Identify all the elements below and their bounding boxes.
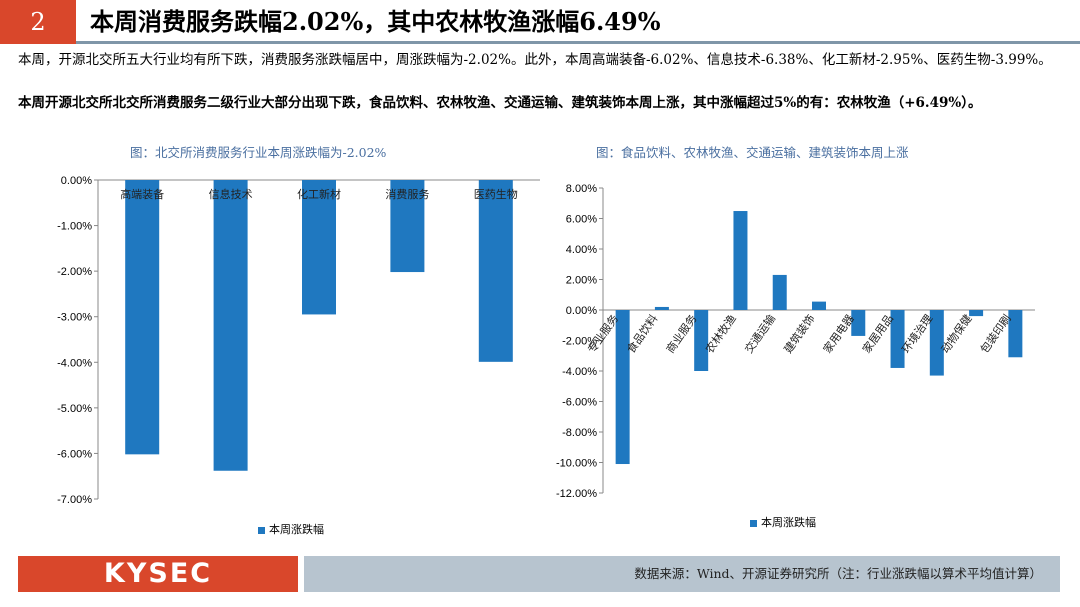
- data-source-note: 数据来源：Wind、开源证券研究所（注：行业涨跌幅以算术平均值计算）: [634, 566, 1042, 581]
- chart1-y-tick-label: -4.00%: [57, 357, 92, 369]
- chart1-legend: 本周涨跌幅: [258, 521, 324, 537]
- chart2-title: 图：食品饮料、农林牧渔、交通运输、建筑装饰本周上涨: [596, 145, 909, 160]
- chart2-y-tick-label: 4.00%: [566, 244, 597, 256]
- chart2-legend-label: 本周涨跌幅: [761, 516, 816, 529]
- summary-paragraph: 本周，开源北交所五大行业均有所下跌，消费服务涨跌幅居中，周涨跌幅为-2.02%。…: [18, 52, 1052, 68]
- chart2-bar: [772, 274, 787, 310]
- chart2-bar: [969, 310, 984, 317]
- chart1-category-label: 消费服务: [385, 187, 429, 201]
- chart2-legend: 本周涨跌幅: [750, 514, 816, 530]
- chart1-y-tick-label: -5.00%: [57, 403, 92, 415]
- chart2-category-label: 建筑装饰: [781, 312, 818, 356]
- detail-paragraph: 本周开源北交所北交所消费服务二级行业大部分出现下跌，食品饮料、农林牧渔、交通运输…: [18, 95, 982, 111]
- chart2-y-tick-label: -6.00%: [562, 397, 597, 409]
- chart2-bar: [1008, 310, 1023, 358]
- chart2-bar: [615, 310, 630, 465]
- chart2-bar: [694, 310, 709, 371]
- chart2-y-tick-label: -8.00%: [562, 427, 597, 439]
- slide-title: 本周消费服务跌幅2.02%，其中农林牧渔涨幅6.49%: [90, 7, 661, 36]
- chart2-y-tick-label: -12.00%: [556, 488, 597, 500]
- chart2-bar: [654, 306, 669, 310]
- chart2-bar: [733, 211, 748, 310]
- section-number: 2: [0, 0, 76, 44]
- chart1-y-tick-label: 0.00%: [61, 175, 92, 187]
- chart2-y-tick-label: 6.00%: [566, 214, 597, 226]
- chart2-y-tick-label: -4.00%: [562, 366, 597, 378]
- chart1-bar: [213, 180, 248, 471]
- chart1-bar: [125, 180, 160, 455]
- legend-swatch: [258, 526, 265, 534]
- chart2-category-label: 商业服务: [663, 312, 700, 356]
- chart2-bar: [812, 301, 826, 310]
- chart1-category-label: 高端装备: [120, 187, 164, 201]
- legend-swatch: [750, 519, 757, 527]
- chart2-y-tick-label: 2.00%: [566, 275, 597, 287]
- chart1-category-label: 医药生物: [474, 187, 518, 201]
- chart1-y-tick-label: -7.00%: [57, 494, 92, 506]
- chart2-category-label: 交通运输: [741, 312, 778, 356]
- chart1-bar: [390, 180, 425, 273]
- chart2-y-tick-label: 8.00%: [566, 183, 597, 195]
- chart1-title: 图：北交所消费服务行业本周涨跌幅为-2.02%: [130, 145, 387, 160]
- chart1-y-tick-label: -6.00%: [57, 448, 92, 460]
- chart1-bar: [302, 180, 336, 315]
- chart2-y-tick-label: -10.00%: [556, 458, 597, 470]
- slide-header: 2 本周消费服务跌幅2.02%，其中农林牧渔涨幅6.49%: [0, 0, 1080, 44]
- kysec-logo: KYSEC: [18, 556, 298, 592]
- header-divider: [76, 41, 1080, 44]
- chart2-bar: [929, 310, 944, 376]
- chart1-category-label: 化工新材: [297, 187, 341, 201]
- chart1-bar: [478, 180, 513, 362]
- chart2-y-tick-label: 0.00%: [566, 305, 597, 317]
- chart2-y-tick-label: -2.00%: [562, 336, 597, 348]
- chart2-bar: [851, 310, 866, 336]
- chart1-y-tick-label: -1.00%: [57, 221, 92, 233]
- chart1-y-tick-label: -2.00%: [57, 266, 92, 278]
- chart2-category-label: 家用电器: [820, 312, 857, 356]
- chart2-bar: [890, 310, 905, 368]
- chart1-legend-label: 本周涨跌幅: [269, 523, 324, 536]
- chart1-category-label: 信息技术: [209, 187, 253, 201]
- chart1-y-tick-label: -3.00%: [57, 312, 92, 324]
- footer-bar: 数据来源：Wind、开源证券研究所（注：行业涨跌幅以算术平均值计算）: [304, 556, 1060, 592]
